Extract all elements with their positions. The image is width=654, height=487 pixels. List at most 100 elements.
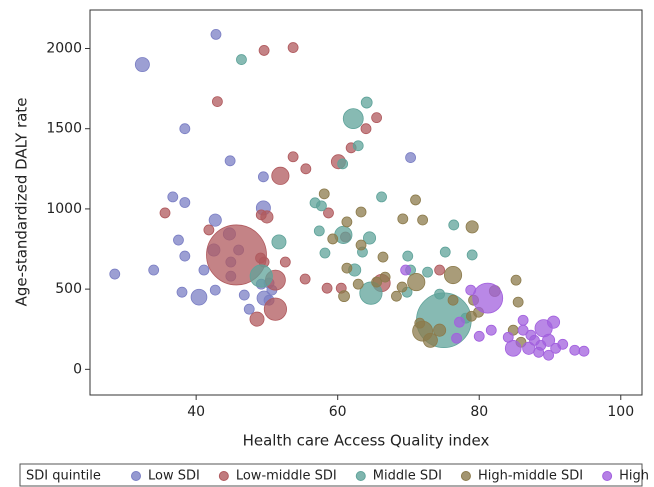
bubble [208,213,222,227]
bubble [434,264,446,276]
legend-title: SDI quintile [26,469,101,484]
bubble [167,191,179,203]
bubble [377,251,389,263]
bubble [512,296,524,308]
bubble [179,197,191,208]
bubble [547,315,561,329]
bubble [243,303,255,315]
bubble [179,123,191,135]
y-tick-label: 2000 [46,41,82,57]
bubble [473,330,485,342]
bubble [533,346,545,358]
bubble [407,273,426,292]
legend-marker [131,471,141,481]
bubble [578,345,590,357]
bubble [434,288,446,300]
bubble [190,288,208,306]
legend-frame [19,463,643,487]
bubble [173,234,184,246]
bubble [249,311,265,327]
bubble [371,276,383,288]
y-tick-label: 0 [73,361,82,377]
bubble [271,166,290,185]
bubble [337,158,349,170]
bubble [465,220,479,234]
y-tick-label: 1000 [46,201,82,217]
bubble [352,140,364,152]
bubble [299,273,311,285]
legend-label: Low-middle SDI [236,469,337,484]
bubble [371,112,383,124]
bubble [376,191,387,203]
bubble [454,316,465,328]
bubble [400,264,412,276]
bubble [443,265,463,285]
bubble [391,290,402,302]
bubble [355,206,367,218]
bubble [203,224,215,236]
bubble [402,250,414,262]
bubble [341,262,353,274]
bubble [355,239,367,251]
bubble [502,331,514,343]
bubble [417,214,429,226]
legend-marker [602,471,613,481]
bubble [433,323,447,337]
bubble [313,225,325,237]
bubble [504,340,522,357]
bubble [360,96,373,109]
bubble [148,264,160,276]
bubble [287,42,299,53]
bubble [210,28,222,40]
legend-marker [460,471,471,481]
bubble [379,271,391,283]
bubble [319,247,331,259]
bubble [257,171,269,183]
bubble [422,266,433,278]
legend-label: Middle SDI [373,469,442,484]
bubble [318,188,330,200]
bubble [396,281,408,293]
bubble [271,234,287,250]
bubble [338,290,350,303]
bubble [485,324,497,336]
bubble [466,249,478,261]
x-tick-label: 100 [607,404,634,420]
bubble [249,264,273,288]
bubble [363,231,377,245]
bubble [543,349,554,361]
bubble [321,282,333,294]
bubble [327,233,339,245]
bubble [447,294,459,306]
bubble [448,219,460,231]
bubble [323,207,334,219]
bubble [557,338,569,350]
bubble [316,200,327,212]
bubble [159,207,171,219]
bubble [134,57,150,73]
bubble [238,289,250,301]
bubble [211,96,223,107]
bubble [422,332,438,348]
bubble [352,278,364,290]
bubble [236,54,247,65]
bubble [472,282,504,314]
bubble [439,246,451,258]
bubble [258,45,270,56]
bubble [360,123,372,135]
bubble [179,250,191,262]
bubble [209,284,221,296]
legend-marker [355,471,366,481]
bubble [109,268,121,280]
plot-frame [89,9,643,396]
y-tick-label: 1500 [46,121,82,137]
bubble [300,163,312,175]
bubble [279,256,291,268]
bubble [522,341,536,355]
x-tick-label: 80 [470,404,488,420]
x-axis-label: Health care Access Quality index [243,432,490,450]
legend-label: High-middle SDI [478,469,583,484]
bubble [529,334,540,346]
bubble [359,281,383,305]
